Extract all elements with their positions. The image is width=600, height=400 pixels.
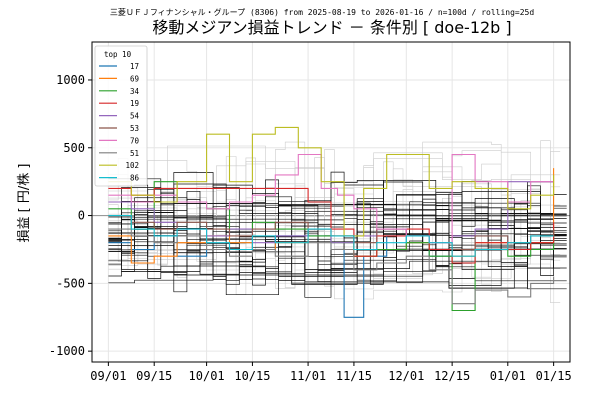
series-line-19 xyxy=(108,187,555,264)
legend-label: 19 xyxy=(130,99,139,108)
y-tick-label: 1000 xyxy=(56,73,85,87)
chart-title: 移動メジアン損益トレンド － 条件別 [ doe-12b ] xyxy=(152,18,511,37)
legend: top 10 17 69 34 19 54 53 70 51 102 86 xyxy=(94,45,148,187)
background-condition-line xyxy=(108,160,561,250)
background-condition-line xyxy=(108,204,567,286)
background-condition-line xyxy=(108,215,567,280)
x-tick-label: 01/01 xyxy=(490,369,526,383)
legend-label: 53 xyxy=(130,124,139,133)
background-condition-line xyxy=(108,171,567,262)
legend-label: 69 xyxy=(130,74,139,83)
legend-label: 34 xyxy=(130,87,140,96)
legend-label: 102 xyxy=(125,161,139,170)
background-condition-line xyxy=(108,181,561,289)
plot-frame xyxy=(91,41,571,363)
x-tick-label: 10/01 xyxy=(189,369,225,383)
legend-label: 86 xyxy=(130,174,140,183)
background-condition-line xyxy=(108,166,561,271)
x-tick-label: 11/15 xyxy=(336,369,372,383)
x-tick-label: 10/15 xyxy=(234,369,270,383)
series-line-86 xyxy=(108,215,554,257)
x-tick-label: 12/01 xyxy=(388,369,424,383)
y-tick-label: 0 xyxy=(78,209,85,223)
legend-label: 54 xyxy=(130,112,140,121)
background-condition-line xyxy=(108,191,567,284)
y-tick-label: 500 xyxy=(63,141,85,155)
x-tick-label: 09/15 xyxy=(136,369,172,383)
background-condition-line xyxy=(108,181,567,272)
chart-suptitle: 三菱ＵＦＪフィナンシャル・グループ (8306) from 2025-08-19… xyxy=(110,7,535,17)
x-tick-label: 09/01 xyxy=(90,369,126,383)
series-line-102 xyxy=(108,126,555,237)
x-tick-label: 12/15 xyxy=(434,369,470,383)
legend-label: 70 xyxy=(130,136,140,145)
legend-box xyxy=(94,45,148,187)
legend-title: top 10 xyxy=(104,50,132,59)
legend-label: 51 xyxy=(130,149,139,158)
legend-label: 17 xyxy=(130,62,139,71)
y-axis-label: 損益 [ 円/株 ] xyxy=(17,164,32,243)
series-line-70 xyxy=(108,153,554,244)
background-condition-line xyxy=(108,194,567,284)
background-lines xyxy=(108,140,567,304)
x-tick-label: 01/15 xyxy=(536,369,572,383)
x-tick-label: 11/01 xyxy=(290,369,326,383)
background-condition-line xyxy=(108,204,567,296)
y-tick-label: -1000 xyxy=(49,344,85,358)
series-lines xyxy=(108,126,555,318)
background-condition-line xyxy=(108,198,567,282)
axes: 09/01 09/15 10/01 10/15 11/01 11/15 12/01 12/15… xyxy=(49,73,572,383)
y-tick-label: -500 xyxy=(56,276,85,290)
